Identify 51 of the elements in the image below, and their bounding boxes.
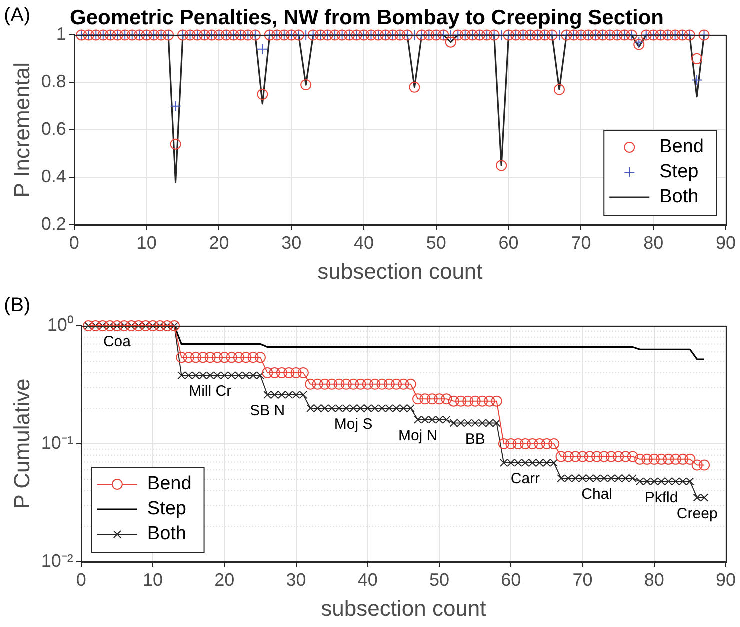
annotation: Carr: [510, 470, 540, 488]
legend-label: Both: [147, 524, 187, 545]
y-tick-label: 0.4: [41, 166, 66, 187]
x-tick-label: 80: [644, 570, 664, 590]
y-axis-title: P Cumulative: [9, 378, 34, 510]
annotation: BB: [465, 430, 486, 448]
legend-label: Step: [660, 162, 699, 183]
text: (B): [4, 294, 31, 317]
x-tick-label: 0: [69, 232, 80, 253]
annotation: Pkfld: [644, 489, 678, 506]
y-tick-label: 10⁻²: [41, 550, 74, 571]
annotation: Chal: [582, 486, 613, 504]
legend-label: Bend: [660, 136, 704, 158]
x-tick-label: 80: [644, 232, 664, 253]
x-tick-label: 60: [498, 232, 519, 253]
annotation: Moj S: [334, 416, 373, 434]
x-tick-label: 90: [716, 570, 736, 590]
chart-title: Geometric Penalties, NW from Bombay to Creeping Section: [70, 6, 664, 30]
x-tick-label: 10: [143, 570, 164, 590]
x-axis-title: subsection count: [318, 258, 483, 284]
text: (A): [4, 4, 31, 27]
x-tick-label: 0: [76, 570, 86, 590]
legend-label: Step: [147, 498, 187, 520]
annotation: Coa: [103, 334, 132, 351]
x-tick-label: 50: [426, 232, 446, 253]
x-tick-label: 40: [354, 232, 374, 253]
annotation: SB N: [250, 402, 286, 420]
x-tick-label: 60: [501, 570, 522, 590]
annotation: Moj N: [398, 428, 438, 445]
x-tick-label: 20: [209, 232, 230, 253]
x-tick-label: 30: [282, 232, 302, 253]
y-tick-label: 10⁻¹: [41, 432, 74, 453]
y-tick-label: 0.8: [41, 72, 66, 92]
x-axis-title: subsection count: [321, 596, 486, 621]
y-tick-label: 10⁰: [47, 314, 74, 335]
x-tick-label: 70: [571, 232, 592, 253]
legend-label: Both: [660, 186, 699, 208]
annotation: Mill Cr: [189, 383, 232, 400]
annotation: Creep: [676, 505, 718, 522]
x-tick-label: 20: [214, 570, 235, 590]
y-axis-title: P Incremental: [9, 62, 34, 198]
y-tick-label: 1: [56, 24, 66, 44]
x-tick-label: 30: [286, 570, 306, 590]
x-tick-label: 70: [572, 570, 593, 590]
x-tick-label: 90: [716, 232, 736, 253]
x-tick-label: 10: [136, 232, 157, 253]
x-tick-label: 40: [358, 570, 378, 590]
x-tick-label: 50: [430, 570, 450, 590]
y-tick-label: 0.2: [41, 214, 66, 234]
y-tick-label: 0.6: [41, 119, 66, 140]
legend-label: Bend: [147, 474, 192, 495]
